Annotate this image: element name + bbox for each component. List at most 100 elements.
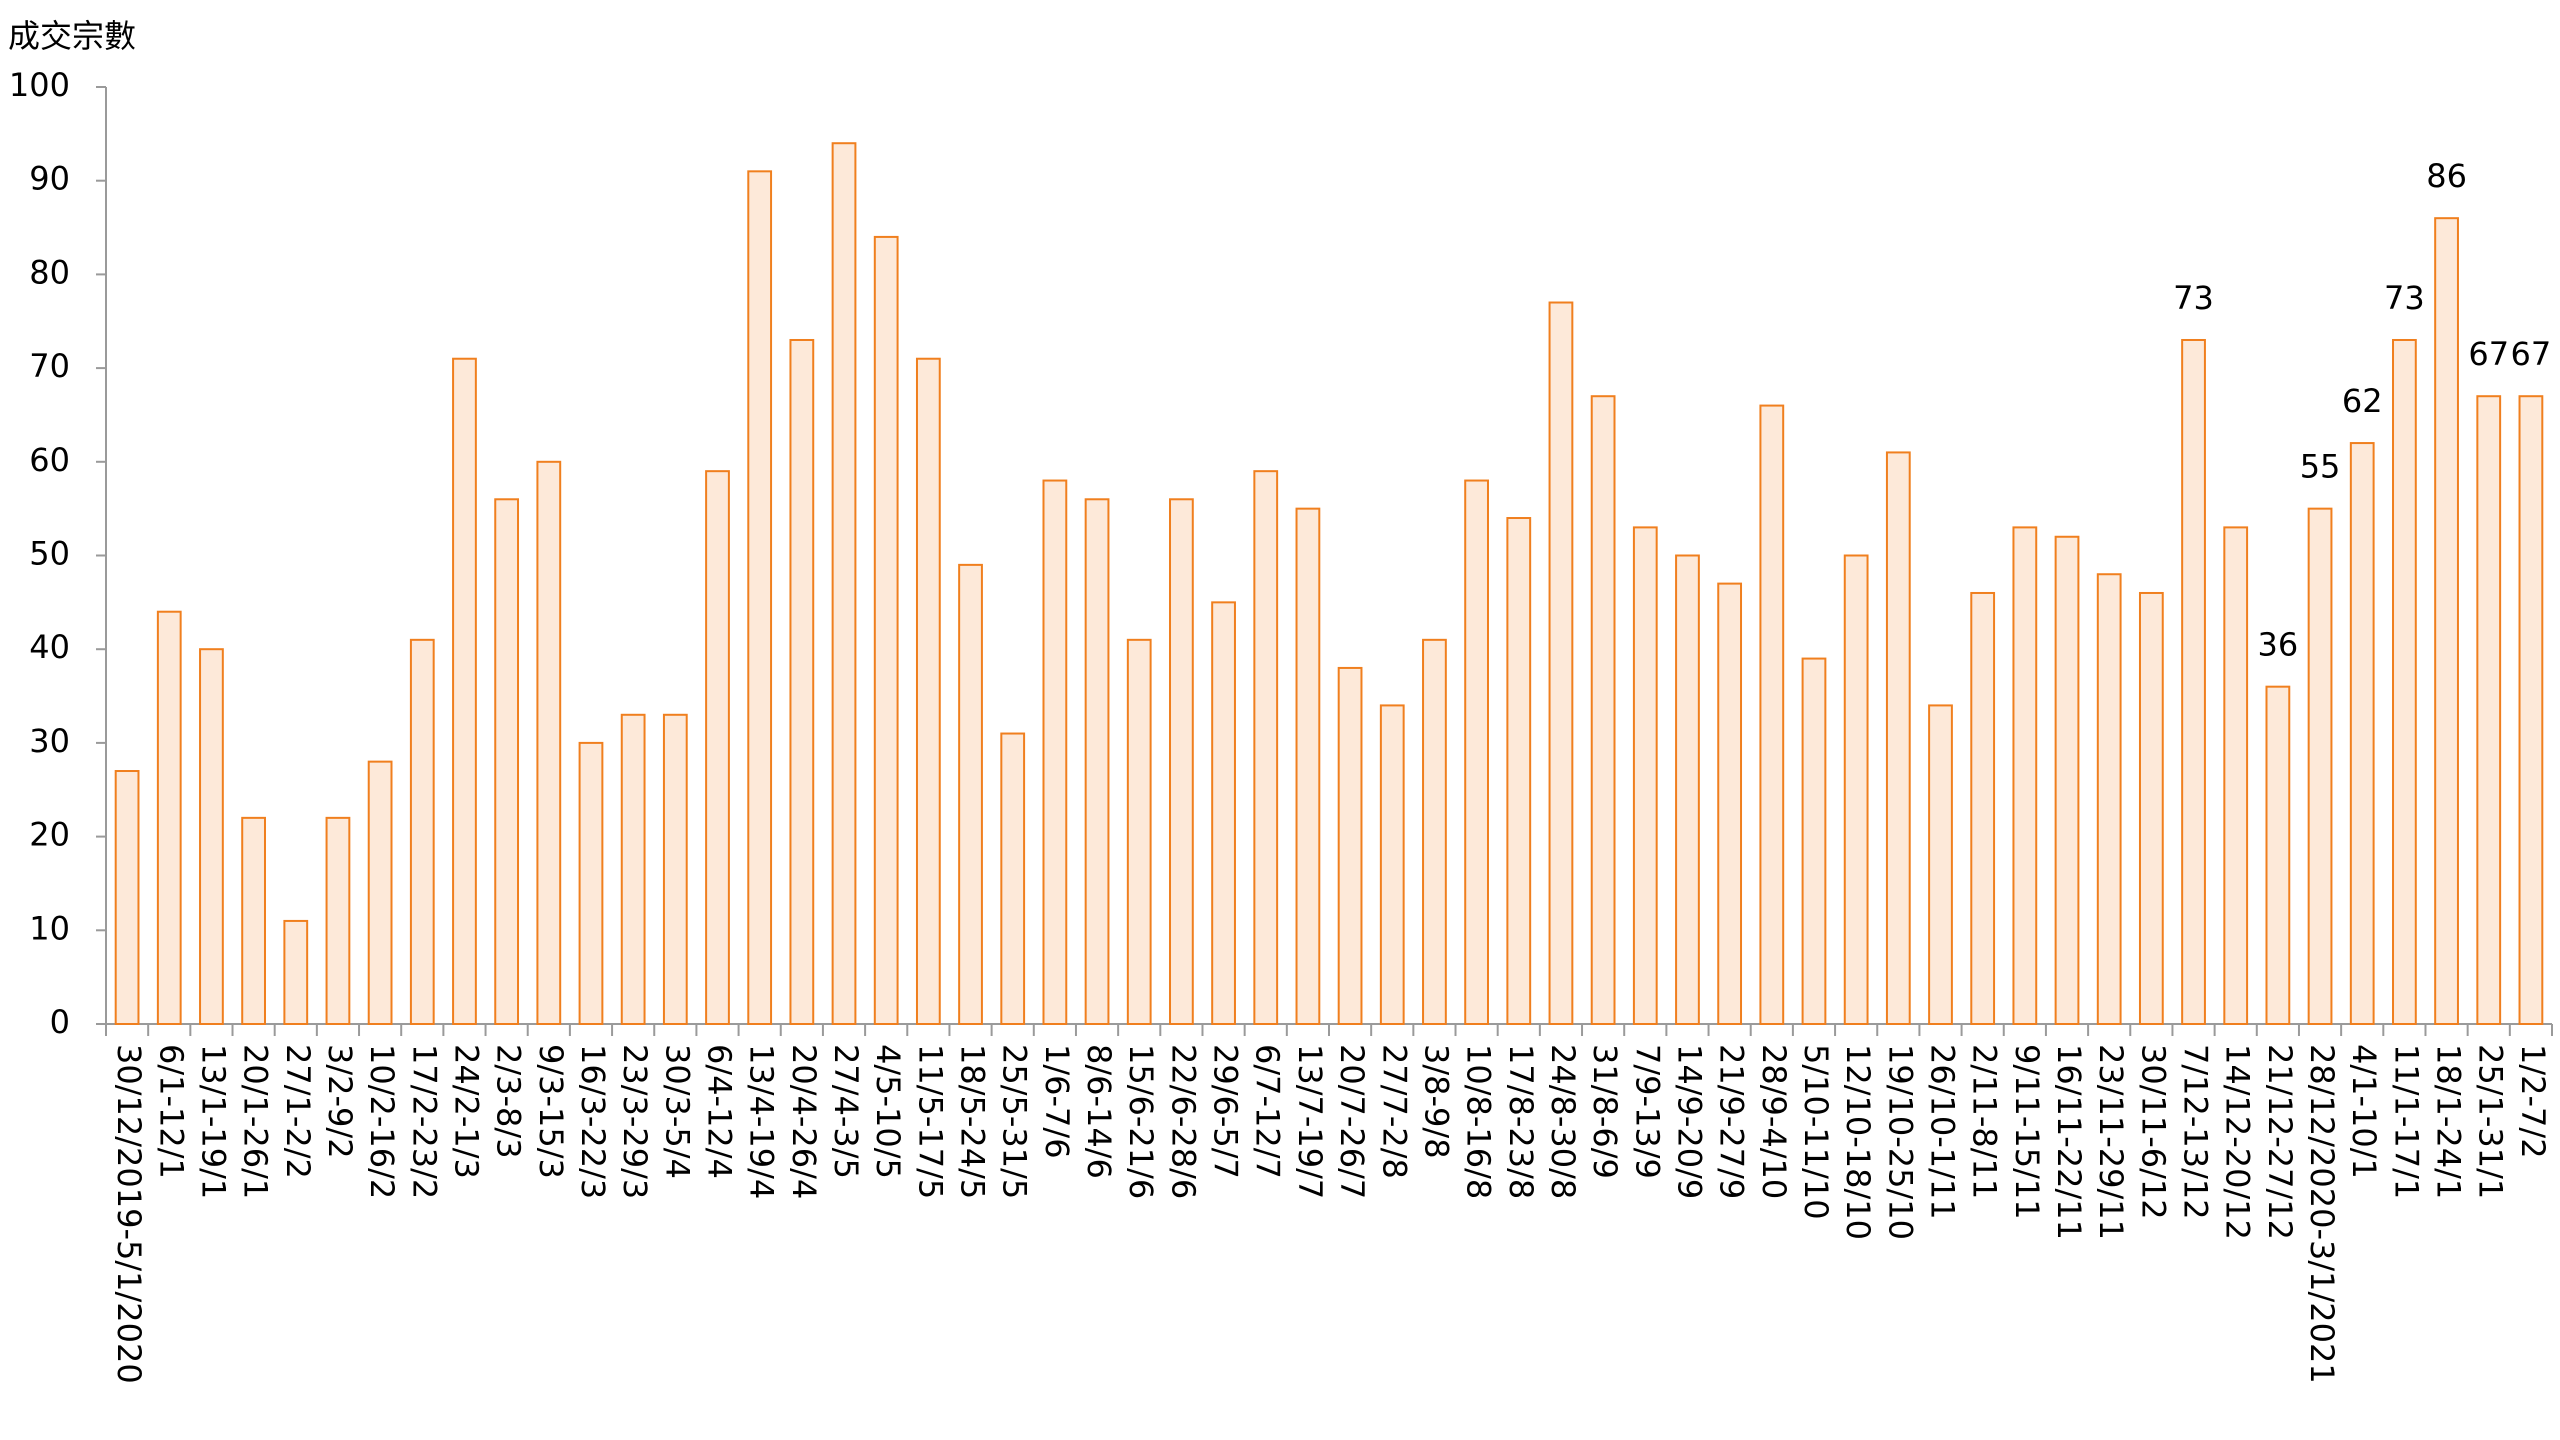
bar	[789, 338, 815, 1025]
bar	[2054, 535, 2080, 1025]
x-tick-label: 13/4-19/4	[743, 1044, 781, 1199]
bar	[831, 142, 857, 1026]
x-tick-label: 13/1-19/1	[194, 1044, 232, 1199]
x-tick-label: 17/8-23/8	[1502, 1044, 1540, 1199]
data-label: 86	[2426, 157, 2467, 195]
x-tick-label: 2/11-8/11	[1966, 1044, 2004, 1199]
x-tick-label: 9/3-15/3	[532, 1044, 570, 1179]
y-tick-label: 0	[50, 1003, 70, 1041]
bar	[452, 357, 477, 1026]
x-tick-label: 24/2-1/3	[447, 1044, 485, 1179]
bar	[325, 816, 351, 1025]
x-tick-label: 6/1-12/1	[152, 1044, 190, 1179]
bar	[536, 460, 562, 1025]
y-tick-label: 30	[29, 722, 70, 760]
bar	[1337, 666, 1363, 1025]
bar	[1843, 554, 1869, 1025]
bar	[2223, 526, 2249, 1025]
x-tick-label: 18/5-24/5	[954, 1044, 992, 1199]
bar	[1295, 507, 1321, 1025]
x-tick-label: 30/12/2019-5/1/2020	[110, 1044, 148, 1384]
x-tick-label: 20/4-26/4	[785, 1044, 823, 1199]
bar	[2392, 338, 2417, 1025]
bar	[1211, 601, 1236, 1025]
bar	[2434, 217, 2459, 1025]
x-tick-label: 14/9-20/9	[1670, 1044, 1708, 1199]
x-tick-label: 28/9-4/10	[1755, 1044, 1793, 1199]
x-tick-label: 21/9-27/9	[1713, 1044, 1751, 1199]
bar	[1885, 451, 1911, 1025]
x-tick-label: 7/9-13/9	[1628, 1044, 1666, 1179]
bar	[1759, 404, 1785, 1025]
data-label: 73	[2173, 279, 2214, 317]
bar	[494, 498, 520, 1025]
x-tick-label: 27/1-2/2	[279, 1044, 317, 1179]
x-tick-label: 31/8-6/9	[1586, 1044, 1624, 1179]
x-tick-label: 16/11-22/11	[2050, 1044, 2088, 1240]
bar	[1590, 395, 1616, 1025]
bar	[1126, 638, 1152, 1026]
x-tick-label: 23/11-29/11	[2092, 1044, 2130, 1240]
x-tick-label: 16/3-22/3	[574, 1044, 612, 1199]
bar	[747, 170, 773, 1025]
bar	[1548, 301, 1574, 1025]
data-label: 36	[2258, 626, 2299, 664]
bar	[705, 470, 730, 1026]
bar	[2518, 395, 2544, 1025]
bar	[1970, 591, 1996, 1025]
bar	[114, 770, 140, 1026]
bar	[1042, 479, 1068, 1026]
y-tick-label: 60	[29, 441, 70, 479]
bar	[1717, 582, 1743, 1025]
y-tick-label: 10	[29, 909, 70, 947]
x-tick-label: 15/6-21/6	[1122, 1044, 1160, 1199]
bar	[1169, 498, 1194, 1025]
bar	[1464, 479, 1489, 1026]
bar	[578, 741, 604, 1026]
x-tick-label: 1/6-7/6	[1038, 1044, 1076, 1159]
x-tick-label: 6/4-12/4	[701, 1044, 739, 1179]
x-tick-label: 13/7-19/7	[1291, 1044, 1329, 1199]
bar	[1084, 498, 1110, 1025]
y-tick-label: 20	[29, 816, 70, 854]
bar	[1379, 704, 1405, 1025]
bar	[1253, 470, 1279, 1026]
x-tick-label: 30/11-6/12	[2134, 1044, 2172, 1220]
bar	[958, 563, 983, 1025]
x-tick-label: 3/2-9/2	[321, 1044, 359, 1159]
data-label: 62	[2342, 382, 2383, 420]
bar	[367, 760, 393, 1025]
y-tick-label: 100	[9, 66, 70, 104]
x-tick-label: 12/10-18/10	[1839, 1044, 1877, 1240]
y-tick-label: 90	[29, 160, 70, 198]
bar	[2012, 526, 2038, 1025]
bar	[1422, 638, 1447, 1026]
bar	[1928, 704, 1953, 1025]
x-tick-label: 3/8-9/8	[1417, 1044, 1455, 1159]
x-tick-label: 24/8-30/8	[1544, 1044, 1582, 1199]
x-tick-label: 10/2-16/2	[363, 1044, 401, 1199]
bar	[2181, 338, 2206, 1025]
x-tick-label: 5/10-11/10	[1797, 1044, 1835, 1220]
x-tick-label: 8/6-14/6	[1080, 1044, 1118, 1179]
x-tick-label: 2/3-8/3	[490, 1044, 528, 1159]
x-tick-label: 27/7-2/8	[1375, 1044, 1413, 1179]
bar	[1000, 732, 1026, 1026]
bar	[915, 357, 941, 1026]
bar	[2265, 685, 2291, 1025]
y-tick-label: 80	[29, 253, 70, 291]
y-tick-label: 70	[29, 347, 70, 385]
bar	[1675, 554, 1700, 1025]
bar	[2138, 591, 2164, 1025]
x-tick-label: 30/3-5/4	[658, 1044, 696, 1179]
data-label: 55	[2300, 448, 2341, 486]
x-tick-label: 29/6-5/7	[1207, 1044, 1245, 1179]
chart-title: 成交宗數	[8, 17, 136, 55]
x-tick-label: 11/1-17/1	[2387, 1044, 2425, 1199]
bar	[283, 919, 309, 1025]
bar	[662, 713, 688, 1025]
data-label: 67	[2511, 335, 2552, 373]
x-tick-label: 28/12/2020-3/1/2021	[2303, 1044, 2341, 1384]
bar	[1801, 657, 1827, 1025]
